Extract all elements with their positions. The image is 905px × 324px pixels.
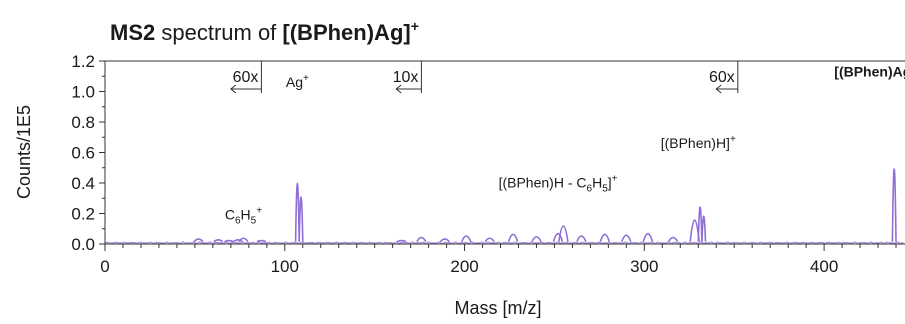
peak-annotations: C6H5+Ag+[(BPhen)H - C6H5]+[(BPhen)H]+[(B…: [225, 62, 905, 227]
title-charge: +: [411, 18, 419, 34]
annotation-text: ]: [608, 175, 612, 191]
y-tick-label: 0.0: [71, 235, 95, 254]
title-middle: spectrum of: [155, 20, 282, 45]
peak-252: [552, 232, 564, 242]
peak-69: [224, 239, 234, 243]
annotation-text: [(BPhen)Ag]: [834, 63, 905, 79]
peak-annotation: [(BPhen)H - C6H5]+: [499, 174, 618, 195]
peak-87: [256, 239, 267, 243]
peak-109: [298, 196, 304, 242]
magnification-markers: 60x 10x 60x: [230, 61, 739, 94]
peak-annotation: Ag+: [286, 73, 309, 90]
peak-176: [416, 236, 427, 243]
chart-title: MS2 spectrum of [(BPhen)Ag]+: [110, 18, 419, 45]
peak-annotation: C6H5+: [225, 206, 262, 227]
x-tick-label: 100: [271, 257, 299, 276]
annotation-subscript: 6: [235, 216, 241, 227]
magnification-arrow-head: [230, 84, 237, 94]
annotation-text: [(BPhen)H]: [661, 135, 730, 151]
peak-201: [461, 235, 472, 243]
peak-302: [642, 232, 654, 242]
peak-290: [621, 234, 632, 242]
peak-189: [439, 238, 450, 243]
peak-278: [599, 233, 611, 242]
peak-77: [238, 237, 249, 243]
peak-227: [507, 233, 519, 242]
annotation-superscript: +: [730, 134, 736, 145]
peak-165: [396, 239, 407, 243]
peak-63: [213, 239, 224, 243]
y-axis-ticks: 0.0 0.2 0.4 0.6 0.8 1.0 1.2: [71, 52, 105, 254]
peak-107: [294, 182, 300, 242]
x-tick-label: 200: [450, 257, 478, 276]
peak-74: [232, 239, 244, 243]
peak-265: [576, 235, 587, 243]
peak-annotation: [(BPhen)H]+: [661, 134, 736, 151]
magnification-label: 60x: [233, 69, 259, 86]
peak-annotation: [(BPhen)Ag]+: [834, 62, 905, 79]
y-tick-label: 0.6: [71, 144, 95, 163]
annotation-text: Ag: [286, 74, 303, 90]
peak-255: [558, 225, 569, 242]
annotation-superscript: +: [612, 174, 618, 185]
annotation-subscript: 5: [602, 184, 608, 195]
annotation-text: H: [592, 175, 602, 191]
y-tick-label: 0.4: [71, 174, 95, 193]
peak-240: [531, 235, 542, 243]
x-tick-label: 300: [630, 257, 658, 276]
peak-52: [193, 238, 204, 243]
title-ms2: MS2: [110, 20, 155, 45]
x-tick-label: 400: [810, 257, 838, 276]
x-tick-label: 0: [100, 257, 109, 276]
magnification-arrow-head: [395, 84, 402, 94]
annotation-text: H: [241, 207, 251, 223]
peak-214: [484, 237, 495, 243]
annotation-superscript: +: [303, 73, 309, 84]
title-ion: [(BPhen)Ag]: [282, 20, 410, 45]
magnification-label: 10x: [393, 69, 419, 86]
baseline-trace: [104, 241, 904, 245]
annotation-text: [(BPhen)H - C: [499, 175, 587, 191]
y-tick-label: 0.2: [71, 205, 95, 224]
magnification-arrow-head: [715, 84, 722, 94]
peak-333: [701, 215, 707, 242]
y-tick-label: 0.8: [71, 113, 95, 132]
annotation-text: C: [225, 207, 235, 223]
annotation-superscript: +: [256, 206, 262, 217]
y-tick-label: 1.2: [71, 52, 95, 71]
annotation-subscript: 5: [251, 216, 257, 227]
peak-439: [891, 168, 897, 242]
x-axis-label: Mass [m/z]: [454, 298, 541, 318]
plot-area: [104, 60, 905, 245]
x-axis-ticks: 0 100 200 300 400: [100, 244, 897, 276]
peak-331: [697, 206, 703, 242]
magnification-label: 60x: [709, 69, 735, 86]
annotation-subscript: 6: [587, 184, 593, 195]
peak-316: [667, 236, 679, 243]
y-axis-label: Counts/1E5: [14, 105, 34, 199]
y-tick-label: 1.0: [71, 83, 95, 102]
